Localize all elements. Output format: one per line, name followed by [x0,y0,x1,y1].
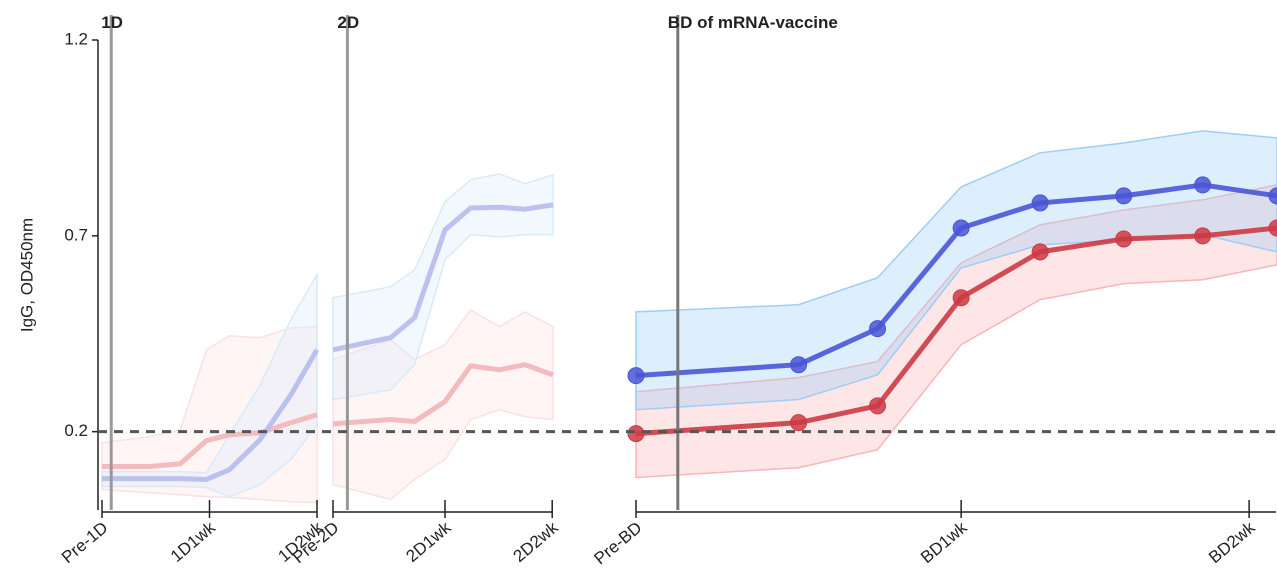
series-line [102,348,320,482]
x-tick-label: 2D2wk [510,518,562,566]
point [627,425,645,443]
error-band [101,271,318,498]
panel [627,130,1277,479]
series-line [635,225,1277,437]
x-tick-label: Pre-BD [591,518,646,568]
point [952,219,970,237]
point [869,320,887,338]
x-tick-label: Pre-1D [58,518,111,567]
point [952,289,970,307]
point [790,414,808,432]
error-band [635,184,1277,479]
point [1194,176,1212,194]
y-tick-label: 0.7 [64,225,88,244]
x-tick-label: BD2wk [1205,518,1259,567]
point [1031,243,1049,261]
error-band [332,308,554,501]
y-tick-label: 0.2 [64,421,88,440]
error-band [332,173,554,401]
x-tick-label: BD1wk [917,518,971,567]
point [1268,187,1277,205]
point [790,356,808,374]
series-line [102,412,318,470]
panel-title: BD of mRNA-vaccine [668,13,838,32]
point [1194,227,1212,245]
series-line [635,182,1277,379]
y-axis-label: IgG, OD450nm [17,218,36,332]
series-line [332,202,554,353]
point [1031,194,1049,212]
series-line [332,362,554,427]
panel-title: 2D [337,13,359,32]
panel-title: 1D [101,13,123,32]
x-tick-label: 1D1wk [167,518,219,566]
panel [332,173,554,501]
x-tick-label: 2D1wk [402,518,454,566]
point [627,367,645,385]
point [1115,187,1133,205]
point [869,397,887,415]
point [1115,230,1133,248]
panel [101,271,320,504]
y-tick-label: 1.2 [64,29,88,48]
point [1268,219,1277,237]
